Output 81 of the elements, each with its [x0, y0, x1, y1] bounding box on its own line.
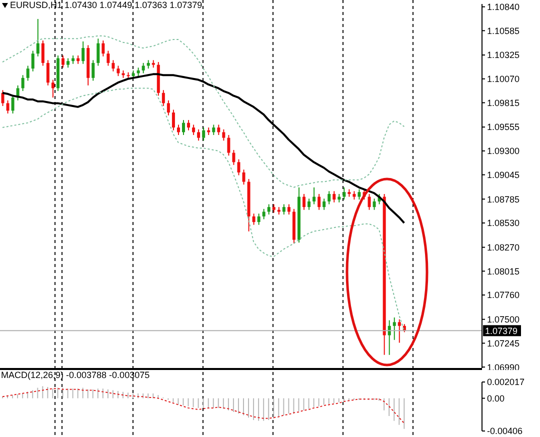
candlestick: [6, 100, 10, 114]
candlestick: [21, 74, 24, 92]
candlestick: [26, 65, 30, 82]
candlestick: [116, 65, 120, 77]
candlestick: [328, 190, 331, 205]
candlestick: [308, 198, 311, 210]
candlestick: [92, 60, 95, 82]
y-tick-label: 1.07760: [487, 290, 520, 300]
candlestick: [187, 120, 190, 131]
y-tick-label: 0.00: [487, 393, 505, 404]
line-series: [2, 388, 405, 424]
candlestick: [162, 90, 165, 106]
candlestick: [302, 193, 306, 210]
chart-title: MACD(12,26,9) -0.003788 -0.003075: [1, 370, 150, 381]
candlestick: [106, 50, 110, 66]
candlestick: [332, 190, 336, 203]
y-tick-label: 1.10585: [487, 26, 520, 36]
y-tick-label: 1.09045: [487, 170, 520, 180]
candlestick: [282, 204, 286, 216]
candlestick: [176, 124, 180, 136]
y-tick-label: 1.08015: [487, 266, 520, 276]
y-tick-label: 1.09555: [487, 122, 520, 132]
candlestick: [66, 58, 70, 68]
y-tick-label: 1.08530: [487, 218, 520, 228]
candlestick: [96, 38, 100, 66]
candlestick: [267, 204, 270, 216]
y-tick-label: 1.10840: [487, 2, 520, 12]
candlestick: [82, 40, 85, 64]
candlestick: [46, 60, 50, 86]
candlestick: [398, 318, 401, 344]
candlestick: [358, 188, 361, 200]
chart-title: EURUSD,H1 1.07430 1.07449 1.07363 1.07379: [10, 0, 202, 11]
candlestick: [312, 186, 316, 205]
candlestick: [342, 186, 346, 200]
candlestick: [257, 213, 260, 226]
y-tick-label: 1.09300: [487, 146, 520, 156]
candlestick: [41, 40, 44, 66]
candlestick: [232, 149, 236, 166]
candlestick: [227, 134, 230, 156]
candlestick: [222, 128, 226, 142]
candlestick: [372, 198, 376, 210]
candlestick: [11, 94, 14, 114]
candlestick: [392, 316, 396, 340]
candlestick: [31, 50, 34, 72]
line-series: [2, 35, 405, 188]
candlestick: [197, 128, 200, 142]
y-tick-label: 1.06990: [487, 362, 520, 372]
ref-line-label: 1.07379: [485, 326, 518, 336]
y-tick-label: -0.00406: [487, 426, 523, 436]
candlestick: [212, 124, 216, 136]
candlestick: [202, 127, 206, 142]
candlestick: [242, 169, 246, 186]
candlestick: [252, 213, 256, 226]
candlestick: [36, 18, 40, 57]
candlestick: [62, 54, 65, 68]
candlestick: [1, 90, 4, 106]
candlestick: [368, 193, 371, 210]
line-series: [2, 73, 406, 224]
candlestick: [237, 158, 240, 176]
y-tick-label: 1.09815: [487, 98, 520, 108]
y-tick-label: 1.08270: [487, 242, 520, 252]
y-tick-label: 1.08785: [487, 194, 520, 204]
y-tick-label: 1.07245: [487, 338, 520, 348]
candlestick: [51, 79, 54, 98]
candlestick: [262, 208, 266, 220]
y-tick-label: 1.10070: [487, 74, 520, 84]
candlestick: [112, 60, 115, 72]
candlestick: [172, 109, 175, 131]
candlestick: [142, 62, 145, 74]
candlestick: [192, 124, 196, 136]
candlestick: [217, 124, 220, 136]
candlestick: [318, 193, 321, 210]
y-tick-label: 1.07500: [487, 314, 520, 325]
y-tick-label: 0.002017: [487, 377, 525, 388]
y-tick-label: 1.10325: [487, 50, 520, 60]
line-series: [2, 88, 405, 332]
candlestick: [287, 204, 290, 216]
candlestick: [322, 198, 326, 210]
candlestick: [166, 100, 170, 116]
candlestick: [102, 40, 105, 57]
candlestick: [182, 120, 186, 136]
